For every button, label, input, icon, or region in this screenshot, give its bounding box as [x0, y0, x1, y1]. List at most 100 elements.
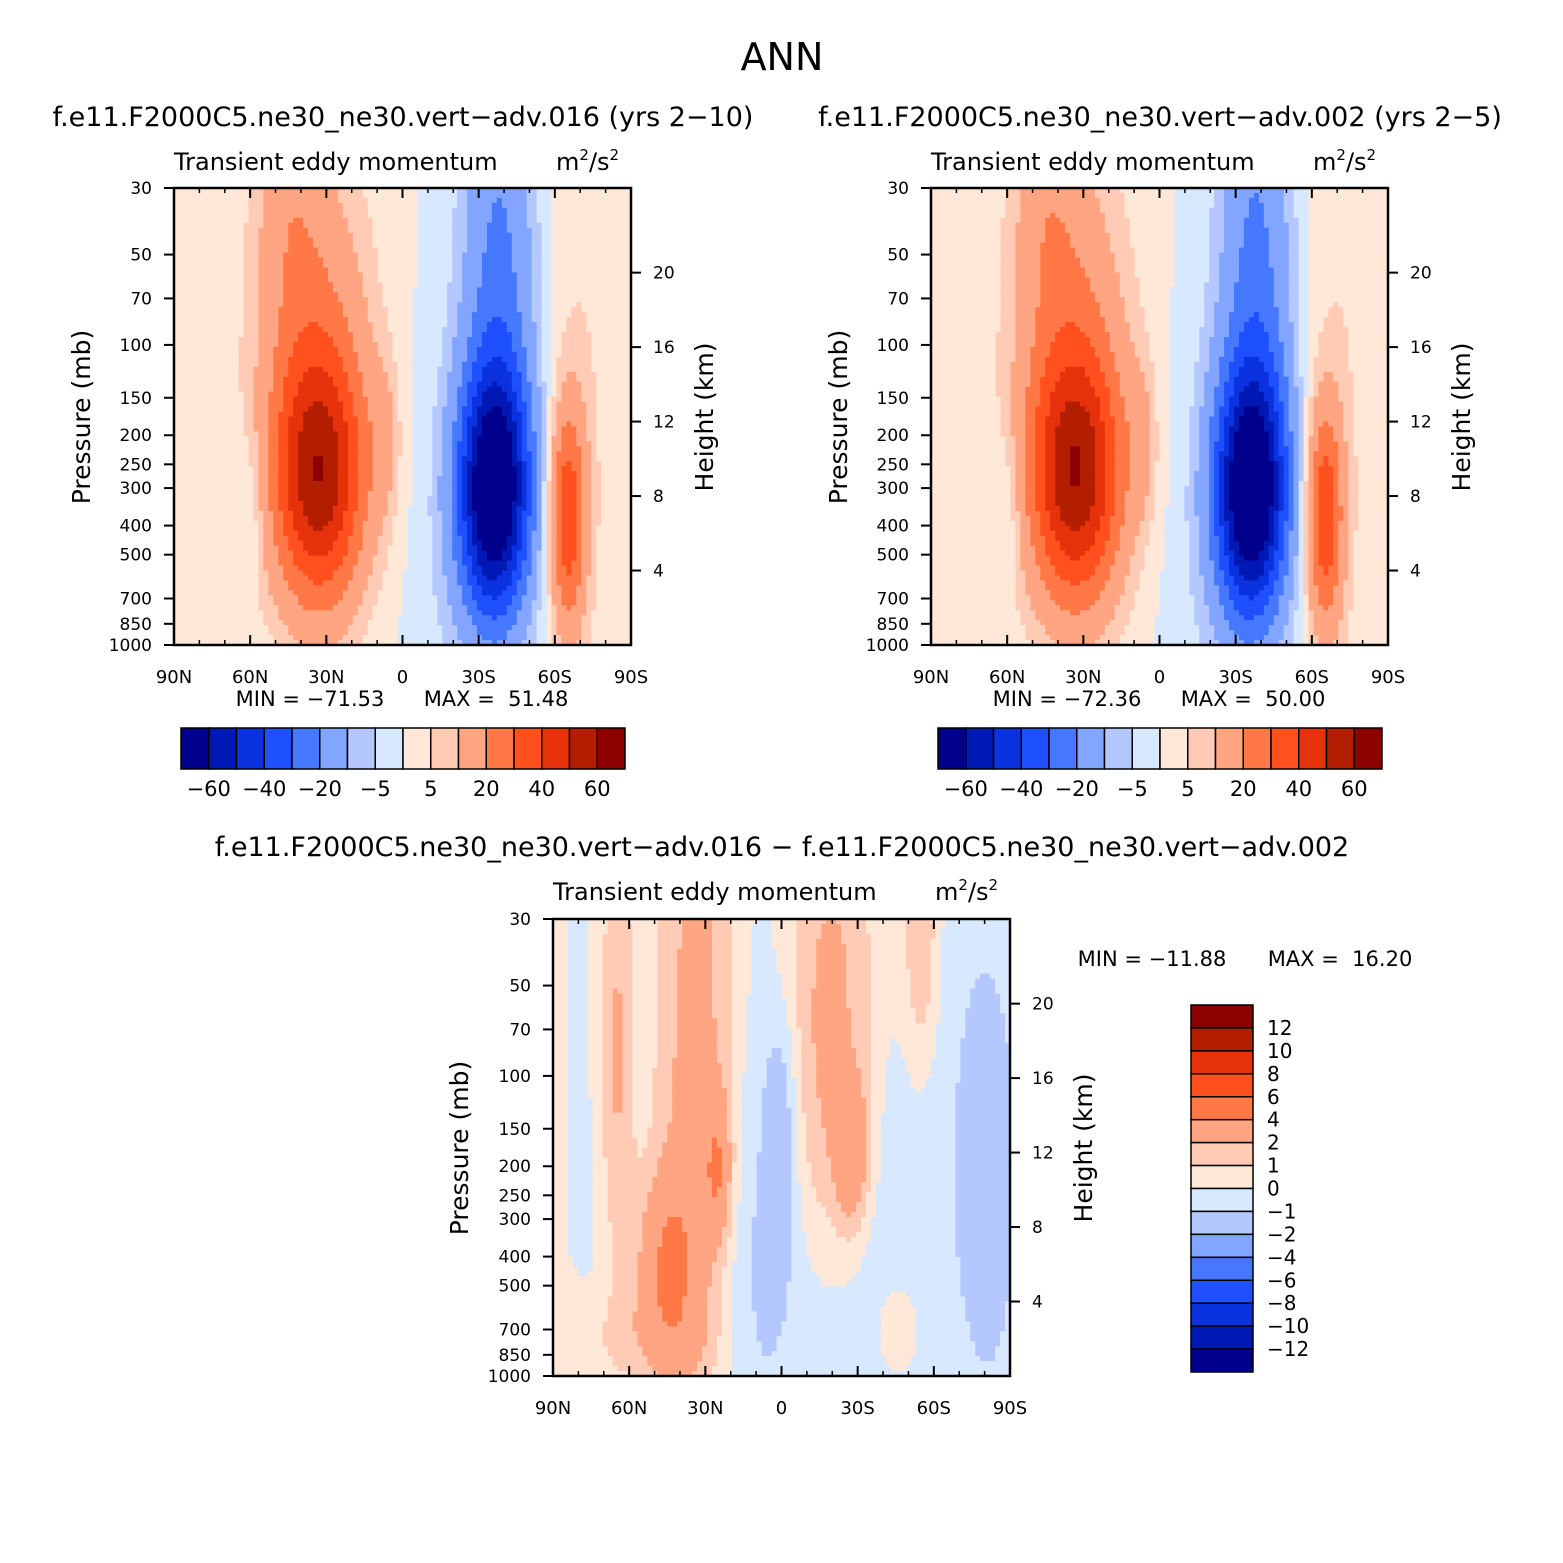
field-cell [328, 253, 334, 259]
field-cell [482, 307, 488, 313]
field-cell [199, 223, 205, 229]
field-cell [363, 327, 369, 333]
field-cell [472, 272, 478, 278]
field-cell [502, 307, 508, 313]
field-cell [571, 208, 577, 214]
field-cell [288, 208, 294, 214]
field-cell [323, 282, 329, 288]
field-cell [398, 382, 404, 388]
field-cell [258, 347, 264, 353]
field-cell [249, 277, 255, 283]
field-cell [571, 248, 577, 254]
field-cell [234, 302, 240, 308]
field-cell [586, 272, 592, 278]
field-cell [522, 377, 528, 383]
field-cell [561, 193, 567, 199]
field-cell [437, 302, 443, 308]
field-cell [273, 218, 279, 224]
field-cell [422, 342, 428, 348]
field-cell [596, 377, 602, 383]
field-cell [288, 272, 294, 278]
field-cell [263, 238, 269, 244]
field-cell [591, 332, 597, 338]
field-cell [383, 337, 389, 343]
field-cell [293, 451, 299, 457]
field-cell [417, 292, 423, 298]
field-cell [427, 417, 433, 423]
field-cell [303, 307, 309, 313]
field-cell [293, 258, 299, 264]
field-cell [283, 347, 289, 353]
field-cell [258, 327, 264, 333]
field-cell [318, 287, 324, 293]
field-cell [258, 332, 264, 338]
field-cell [616, 248, 622, 254]
field-cell [462, 397, 468, 403]
field-cell [561, 362, 567, 368]
field-cell [343, 243, 349, 249]
field-cell [308, 277, 314, 283]
field-cell [288, 302, 294, 308]
field-cell [189, 362, 195, 368]
field-cell [611, 277, 617, 283]
field-cell [293, 322, 299, 328]
field-cell [353, 263, 359, 269]
field-cell [368, 263, 374, 269]
field-cell [407, 421, 413, 427]
field-cell [323, 213, 329, 219]
field-cell [308, 322, 314, 328]
field-cell [398, 312, 404, 318]
field-cell [412, 213, 418, 219]
field-cell [537, 431, 543, 437]
field-cell [596, 272, 602, 278]
field-cell [596, 347, 602, 353]
field-cell [457, 253, 463, 259]
field-cell [278, 357, 284, 363]
field-cell [298, 193, 304, 199]
field-cell [552, 387, 558, 393]
field-cell [571, 193, 577, 199]
field-cell [492, 322, 498, 328]
field-cell [219, 392, 225, 398]
field-cell [561, 367, 567, 373]
field-cell [358, 267, 364, 273]
field-cell [467, 317, 473, 323]
field-cell [556, 223, 562, 229]
field-cell [403, 387, 409, 393]
field-cell [566, 357, 572, 363]
field-cell [502, 297, 508, 303]
field-cell [403, 357, 409, 363]
field-cell [244, 302, 250, 308]
field-cell [467, 446, 473, 452]
field-cell [403, 382, 409, 388]
field-cell [512, 203, 518, 209]
field-cell [462, 267, 468, 273]
field-cell [298, 203, 304, 209]
field-cell [338, 312, 344, 318]
field-cell [442, 372, 448, 378]
field-cell [407, 322, 413, 328]
field-cell [343, 407, 349, 413]
field-cell [199, 402, 205, 408]
field-cell [542, 402, 548, 408]
field-cell [288, 258, 294, 264]
field-cell [561, 407, 567, 413]
field-cell [422, 198, 428, 204]
field-cell [338, 426, 344, 432]
field-cell [288, 223, 294, 229]
field-cell [556, 263, 562, 269]
field-cell [303, 421, 309, 427]
field-cell [457, 362, 463, 368]
field-cell [561, 446, 567, 452]
field-cell [621, 277, 627, 283]
field-cell [328, 382, 334, 388]
field-cell [537, 287, 543, 293]
field-cell [303, 451, 309, 457]
field-cell [517, 412, 523, 418]
field-cell [616, 203, 622, 209]
field-cell [288, 317, 294, 323]
field-cell [407, 277, 413, 283]
field-cell [507, 377, 513, 383]
field-cell [422, 267, 428, 273]
field-cell [388, 347, 394, 353]
